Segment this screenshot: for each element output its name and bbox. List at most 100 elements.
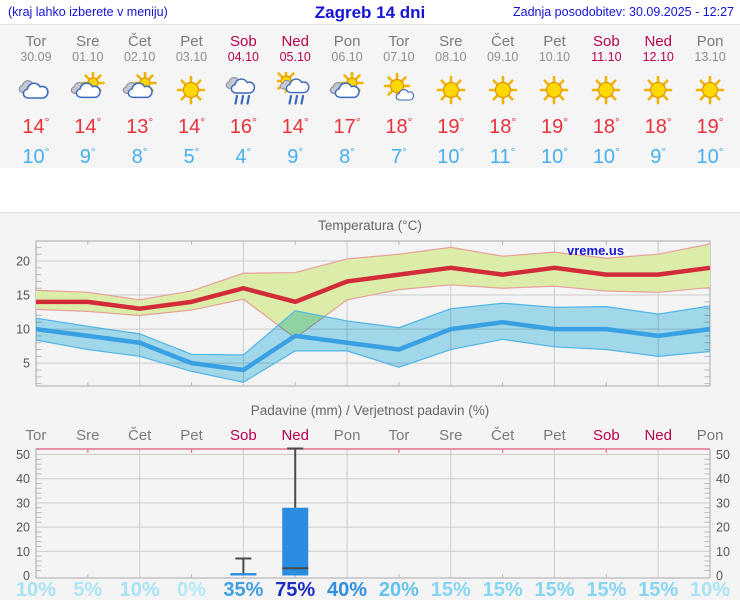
day-name: Čet (127, 33, 152, 50)
precip-day-label: Pet (543, 427, 566, 444)
cloudy-icon (18, 72, 54, 108)
menu-hint: (kraj lahko izberete v meniju) (8, 5, 168, 19)
max-temperature: 17° (333, 115, 361, 138)
min-temperature: 10° (22, 145, 50, 168)
svg-text:15: 15 (16, 289, 30, 303)
day-name: Ned (281, 33, 309, 50)
precipitation-probability: 15% (586, 579, 627, 600)
precip-day-label: Pon (696, 427, 724, 444)
day-column-8[interactable]: Tor 07.10 18° 7° (373, 24, 425, 169)
precipitation-probability: 35% (223, 579, 264, 600)
precip-day-label: Sob (230, 427, 257, 444)
day-column-2[interactable]: Sre 01.10 14° 9° (62, 24, 114, 169)
precip-day-label: Sre (76, 427, 100, 444)
precip-day-label: Pon (333, 427, 361, 444)
sunny-icon (640, 72, 676, 108)
precipitation-probability: 0% (177, 579, 206, 600)
day-date: 03.10 (175, 50, 208, 64)
vreme-us-watermark[interactable]: vreme.us (567, 243, 624, 258)
sunny-icon (173, 72, 209, 108)
precip-day-label: Sre (439, 427, 463, 444)
day-column-4[interactable]: Pet 03.10 14° 5° (166, 24, 218, 169)
day-column-7[interactable]: Pon 06.10 17° 8° (321, 24, 373, 169)
precip-day-label: Sob (593, 427, 620, 444)
sunny-icon (692, 72, 728, 108)
svg-text:20: 20 (16, 255, 30, 269)
min-temperature: 9° (79, 145, 96, 168)
precip-day-label: Čet (490, 427, 515, 444)
day-name: Sre (76, 33, 100, 50)
header: (kraj lahko izberete v meniju) Zagreb 14… (0, 0, 740, 24)
precipitation-probability: 40% (327, 579, 368, 600)
day-column-11[interactable]: Pet 10.10 19° 10° (529, 24, 581, 169)
day-column-12[interactable]: Sob 11.10 18° 10° (580, 24, 632, 169)
svg-text:10: 10 (16, 323, 30, 337)
day-column-5[interactable]: Sob 04.10 16° 4° (217, 24, 269, 169)
day-column-10[interactable]: Čet 09.10 18° 11° (477, 24, 529, 169)
day-name: Pon (696, 33, 724, 50)
min-temperature: 9° (650, 145, 667, 168)
sunny-icon (433, 72, 469, 108)
day-name: Čet (490, 33, 515, 50)
min-temperature: 10° (437, 145, 465, 168)
forecast-strip-background (0, 24, 740, 168)
precipitation-probability: 10% (690, 579, 731, 600)
charts-panel: Temperatura (°C) 5 10 15 20 vreme.us Padavin… (0, 212, 740, 600)
sun-rain-icon (274, 69, 313, 108)
max-temperature: 14° (22, 115, 50, 138)
max-temperature: 18° (489, 115, 517, 138)
min-temperature: 4° (235, 145, 252, 168)
day-column-14[interactable]: Pon 13.10 19° 10° (684, 24, 736, 169)
precip-day-label: Tor (25, 427, 47, 444)
svg-text:40: 40 (16, 472, 30, 486)
max-temperature: 18° (385, 115, 413, 138)
svg-text:20: 20 (16, 521, 30, 535)
min-temperature: 10° (592, 145, 620, 168)
sunny-icon (485, 72, 521, 108)
mostly-sunny-icon (381, 72, 417, 108)
day-date: 09.10 (486, 50, 519, 64)
day-name: Sob (230, 33, 257, 50)
day-column-6[interactable]: Ned 05.10 14° 9° (269, 24, 321, 169)
day-date: 04.10 (227, 50, 259, 64)
min-temperature: 7° (390, 145, 407, 168)
forecast-strip: Tor 30.09 14° 10° Sre 01.10 14° 9° Čet 02.10 13° 8°… (10, 24, 736, 168)
precipitation-probability: 20% (378, 579, 419, 600)
precipitation-probability: 5% (73, 579, 103, 600)
day-name: Ned (644, 33, 672, 50)
temperature-chart: 5 10 15 20 vreme.us (16, 240, 711, 387)
sunny-icon (588, 72, 624, 108)
precipitation-probability: 10% (15, 579, 56, 600)
svg-text:0: 0 (23, 569, 30, 581)
day-name: Pet (180, 33, 203, 50)
day-column-9[interactable]: Sre 08.10 19° 10° (425, 24, 477, 169)
max-temperature: 18° (592, 115, 620, 138)
svg-text:30: 30 (16, 496, 30, 510)
day-column-3[interactable]: Čet 02.10 13° 8° (114, 24, 166, 169)
precipitation-probability: 15% (430, 579, 471, 600)
precipitation-probability-row: 10% 5% 10% 0% 35% 75% 40% 20% 15% 15% 15% 15% 15% 10% (10, 579, 736, 600)
max-temperature: 13° (126, 115, 154, 138)
partly-cloudy-icon (122, 71, 158, 108)
precipitation-day-labels: Tor Sre Čet Pet Sob Ned Pon Tor Sre Čet Pet Sob Ned P… (10, 427, 736, 444)
precip-day-label: Čet (127, 427, 152, 444)
temperature-chart-title: Temperatura (°C) (318, 218, 422, 233)
precip-day-label: Tor (388, 427, 410, 444)
precipitation-probability: 15% (638, 579, 679, 600)
day-column-13[interactable]: Ned 12.10 18° 9° (632, 24, 684, 169)
day-column-1[interactable]: Tor 30.09 14° 10° (10, 24, 62, 169)
min-temperature: 8° (131, 145, 148, 168)
day-name: Tor (25, 33, 47, 50)
svg-text:20: 20 (716, 521, 730, 535)
last-updated: Zadnja posodobitev: 30.09.2025 - 12:27 (512, 5, 734, 19)
svg-text:5: 5 (23, 357, 30, 371)
precip-day-label: Ned (644, 427, 672, 444)
svg-text:50: 50 (716, 448, 730, 462)
precipitation-probability: 15% (482, 579, 523, 600)
max-temperature: 14° (74, 115, 102, 138)
min-temperature: 8° (339, 145, 356, 168)
day-name: Sre (439, 33, 463, 50)
min-temperature: 10° (540, 145, 569, 168)
svg-text:10: 10 (716, 545, 730, 559)
